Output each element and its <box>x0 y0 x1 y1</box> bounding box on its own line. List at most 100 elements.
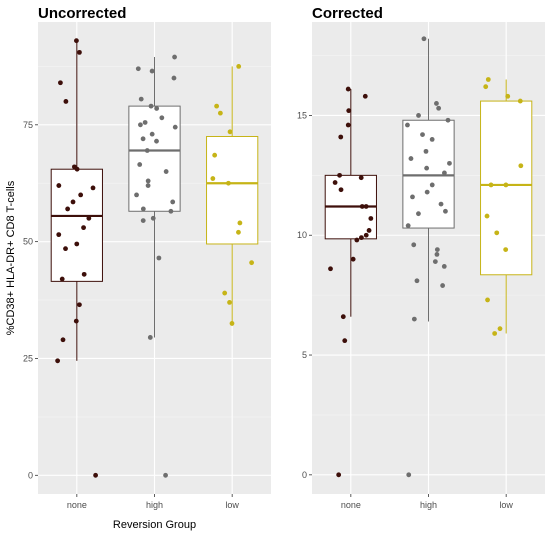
data-point <box>145 178 151 184</box>
chart-title: Uncorrected <box>38 5 126 22</box>
data-point <box>345 122 351 128</box>
data-point <box>359 204 365 209</box>
data-point <box>442 170 447 176</box>
data-point <box>494 230 500 236</box>
y-tick-label: 0 <box>28 470 33 480</box>
data-point <box>350 256 356 262</box>
data-point <box>147 335 153 340</box>
data-point <box>163 169 169 174</box>
data-point <box>222 290 228 296</box>
data-point <box>93 472 98 478</box>
data-point <box>74 241 80 247</box>
data-point <box>168 208 174 214</box>
data-point <box>145 183 151 188</box>
data-point <box>434 101 439 106</box>
data-point <box>163 472 168 478</box>
box-low <box>206 135 259 245</box>
data-point <box>328 266 333 272</box>
data-point <box>485 77 491 82</box>
data-point <box>154 138 159 144</box>
data-point <box>227 129 233 135</box>
data-point <box>518 163 524 169</box>
data-point <box>81 225 86 231</box>
x-tick-label: high <box>420 500 437 510</box>
data-point <box>59 276 65 282</box>
data-point <box>429 137 435 142</box>
corrected-panel: 0 5 10 15 none high low Corrected <box>297 5 545 510</box>
data-point <box>56 232 62 238</box>
x-axis-title: Reversion Group <box>113 519 196 531</box>
data-point <box>429 182 435 188</box>
data-point <box>445 117 451 123</box>
data-point <box>411 316 417 322</box>
y-tick-label: 75 <box>23 120 33 130</box>
data-point <box>74 166 80 172</box>
data-point <box>156 255 162 261</box>
data-point <box>358 175 364 181</box>
data-point <box>135 66 141 72</box>
data-point <box>74 38 79 44</box>
data-point <box>78 192 84 198</box>
data-point <box>55 358 61 364</box>
x-tick-label: high <box>146 500 163 510</box>
data-point <box>337 172 342 178</box>
data-point <box>217 110 223 116</box>
data-point <box>416 211 421 217</box>
data-point <box>214 103 220 109</box>
y-tick-labels: 0 25 50 75 <box>23 120 38 480</box>
data-point <box>505 93 511 99</box>
data-point <box>249 260 255 266</box>
data-point <box>170 199 176 205</box>
data-point <box>363 232 369 238</box>
data-point <box>60 337 66 343</box>
data-point <box>345 86 351 92</box>
y-axis-title: %CD38+ HLA-DR+ CD8 T-cells <box>5 180 17 335</box>
data-point <box>338 134 344 140</box>
box-low <box>480 100 533 276</box>
data-point <box>362 93 368 99</box>
data-point <box>81 271 87 277</box>
data-point <box>77 49 82 55</box>
data-point <box>140 218 146 224</box>
data-point <box>436 105 442 111</box>
data-point <box>434 252 440 257</box>
data-point <box>229 321 235 326</box>
x-tick-label: low <box>499 500 513 510</box>
data-point <box>70 199 76 205</box>
data-point <box>140 136 146 142</box>
data-point <box>440 283 446 288</box>
data-point <box>63 246 68 252</box>
data-point <box>432 259 438 264</box>
data-point <box>332 180 338 185</box>
data-point <box>366 228 372 233</box>
data-point <box>410 194 415 200</box>
data-point <box>342 338 348 344</box>
data-point <box>138 122 143 128</box>
data-point <box>447 160 452 166</box>
data-point <box>150 215 156 221</box>
x-tick-label: low <box>225 500 239 510</box>
data-point <box>138 96 144 102</box>
data-point <box>420 132 425 138</box>
data-point <box>485 297 490 303</box>
data-point <box>227 299 232 305</box>
data-point <box>210 176 216 181</box>
y-tick-label: 0 <box>302 470 307 480</box>
data-point <box>171 75 177 81</box>
data-point <box>443 208 448 214</box>
data-point <box>405 223 411 229</box>
data-point <box>65 206 71 212</box>
chart-title: Corrected <box>312 5 383 22</box>
x-tick-label: none <box>341 500 361 510</box>
uncorrected-panel: 0 25 50 75 none high low Uncorrected Reversio… <box>5 5 271 531</box>
data-point <box>226 180 231 186</box>
y-tick-label: 50 <box>23 237 33 247</box>
data-point <box>405 122 410 128</box>
data-point <box>149 68 155 74</box>
data-point <box>154 106 160 111</box>
data-point <box>354 237 360 243</box>
data-point <box>368 216 374 221</box>
data-point <box>424 165 430 171</box>
data-point <box>414 278 420 284</box>
